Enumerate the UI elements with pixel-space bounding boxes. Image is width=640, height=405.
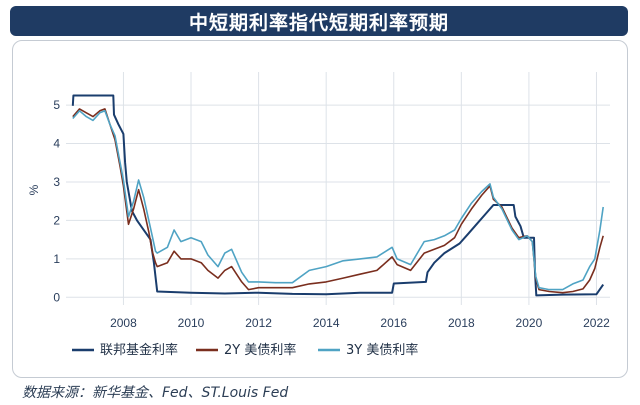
x-tick-label: 2020 <box>516 316 543 330</box>
x-tick-label: 2018 <box>448 316 475 330</box>
y-tick-label: 4 <box>53 137 60 151</box>
source-note: 数据来源：新华基金、Fed、ST.Louis Fed <box>22 385 289 401</box>
x-tick-label: 2014 <box>313 316 340 330</box>
legend-label: 3Y 美债利率 <box>346 342 418 358</box>
series-line-2 <box>72 108 604 294</box>
x-tick-label: 2016 <box>380 316 407 330</box>
y-tick-label: 0 <box>53 290 60 304</box>
x-tick-label: 2008 <box>110 316 137 330</box>
x-tick-label: 2010 <box>178 316 205 330</box>
series-line-3 <box>72 110 604 291</box>
legend-label: 联邦基金利率 <box>100 342 178 358</box>
chart-frame <box>12 40 628 378</box>
series-line-1 <box>71 94 605 297</box>
y-tick-label: 3 <box>53 175 60 189</box>
y-tick-label: 1 <box>53 252 60 266</box>
title-bar: 中短期利率指代短期利率预期 <box>10 6 628 36</box>
chart-title: 中短期利率指代短期利率预期 <box>188 11 449 34</box>
y-tick-label: 5 <box>53 98 60 112</box>
legend-label: 2Y 美债利率 <box>224 342 296 358</box>
x-tick-label: 2012 <box>245 316 272 330</box>
y-axis-label: % <box>27 184 41 195</box>
x-tick-label: 2022 <box>583 316 610 330</box>
y-tick-label: 2 <box>53 213 60 227</box>
